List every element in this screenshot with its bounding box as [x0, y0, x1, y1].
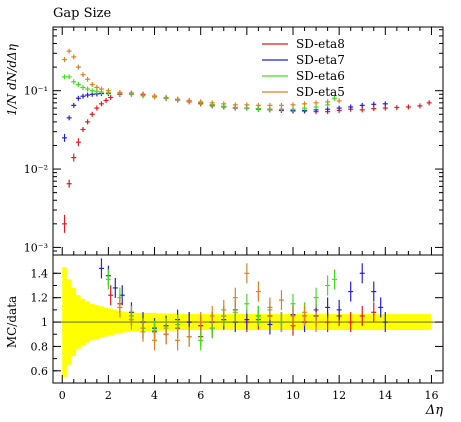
x-axis-label: Δη [425, 403, 443, 418]
ratio-panel: 0.6 0.8 1 1.2 1.4 0 2 4 6 8 10 12 14 16 MC/data Δη [5, 254, 444, 418]
ratio-series-layer [98, 258, 388, 351]
y-tick-label: 10⁻¹ [24, 85, 48, 98]
ratio-series-sd-eta5 [117, 263, 319, 351]
main-axis-ticks: 10⁻³ 10⁻² 10⁻¹ [24, 27, 443, 256]
ratio-y-tick-label: 0.8 [31, 340, 49, 353]
legend-label: SD-eta8 [296, 37, 345, 51]
x-tick-label: 4 [151, 389, 158, 402]
legend-label: SD-eta5 [296, 85, 345, 99]
main-panel: 10⁻³ 10⁻² 10⁻¹ 1/N dN/dΔη [5, 26, 444, 256]
legend-label: SD-eta6 [296, 69, 345, 83]
x-tick-label: 14 [378, 389, 392, 402]
y-tick-label: 10⁻² [24, 163, 48, 176]
x-tick-label: 10 [286, 389, 300, 402]
x-tick-label: 0 [59, 389, 66, 402]
main-series-layer [62, 48, 432, 233]
ratio-y-tick-label: 0.6 [31, 365, 49, 378]
main-plot-frame [52, 26, 444, 256]
series-sd-eta8 [62, 90, 432, 233]
ratio-y-tick-label: 1.2 [31, 292, 49, 305]
x-tick-label: 2 [105, 389, 112, 402]
main-y-axis-label: 1/N dN/dΔη [5, 43, 19, 116]
legend: SD-eta8 SD-eta7 SD-eta6 SD-eta5 [262, 37, 345, 99]
y-tick-label: 10⁻³ [24, 241, 48, 254]
ratio-y-tick-label: 1 [41, 316, 48, 329]
ratio-y-axis-label: MC/data [5, 296, 19, 348]
x-tick-label: 6 [197, 389, 204, 402]
plot-title: Gap Size [53, 6, 112, 21]
x-tick-label: 8 [243, 389, 250, 402]
x-tick-label: 16 [424, 389, 438, 402]
ratio-axis-ticks: 0.6 0.8 1 1.2 1.4 0 2 4 6 8 10 12 14 16 [31, 267, 443, 402]
legend-label: SD-eta7 [296, 53, 345, 67]
ratio-plot-frame [52, 254, 444, 384]
x-tick-label: 12 [332, 389, 346, 402]
ratio-y-tick-label: 1.4 [31, 267, 49, 280]
series-sd-eta5 [62, 48, 342, 108]
